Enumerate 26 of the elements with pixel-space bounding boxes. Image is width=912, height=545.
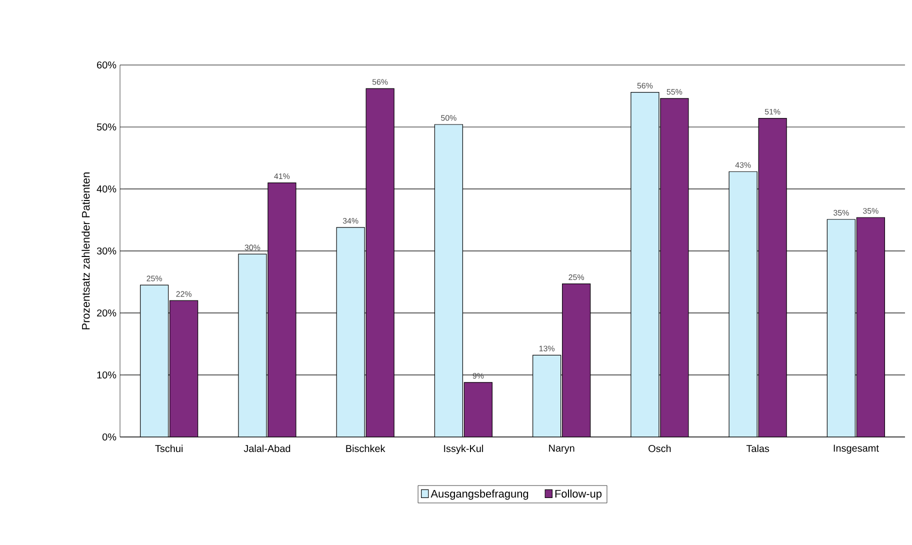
y-tick-label: 20% (97, 309, 116, 317)
x-tick-label: Jalal-Abad (244, 444, 290, 452)
bar (434, 124, 463, 437)
x-tick-label: Osch (648, 444, 671, 452)
x-tick-label: Bischkek (346, 444, 386, 452)
y-tick-label: 60% (97, 61, 116, 69)
y-tick-label: 30% (96, 247, 116, 255)
x-tick-label: Issyk-Kul (444, 444, 483, 454)
y-tick-label: 10% (97, 371, 116, 379)
bar (336, 227, 365, 437)
legend-label: Follow-up (555, 490, 602, 500)
y-tick-label: 0% (102, 433, 116, 441)
x-tick-label: Insgesamt (834, 444, 879, 454)
y-axis-title: Prozentsatz zahlender Patienten (82, 172, 90, 330)
bar (826, 219, 856, 437)
x-tick-label: Tschui (155, 444, 183, 452)
bar (140, 284, 169, 437)
bar (238, 254, 267, 437)
y-tick-label: 50% (96, 123, 116, 131)
bar (532, 354, 562, 437)
legend-label: Ausgangsbefragung (430, 490, 528, 500)
x-tick-label: Talas (746, 444, 770, 452)
y-tick-label: 40% (96, 185, 116, 193)
bar (630, 92, 660, 437)
bar (728, 171, 758, 437)
x-tick-label: Naryn (549, 444, 574, 454)
